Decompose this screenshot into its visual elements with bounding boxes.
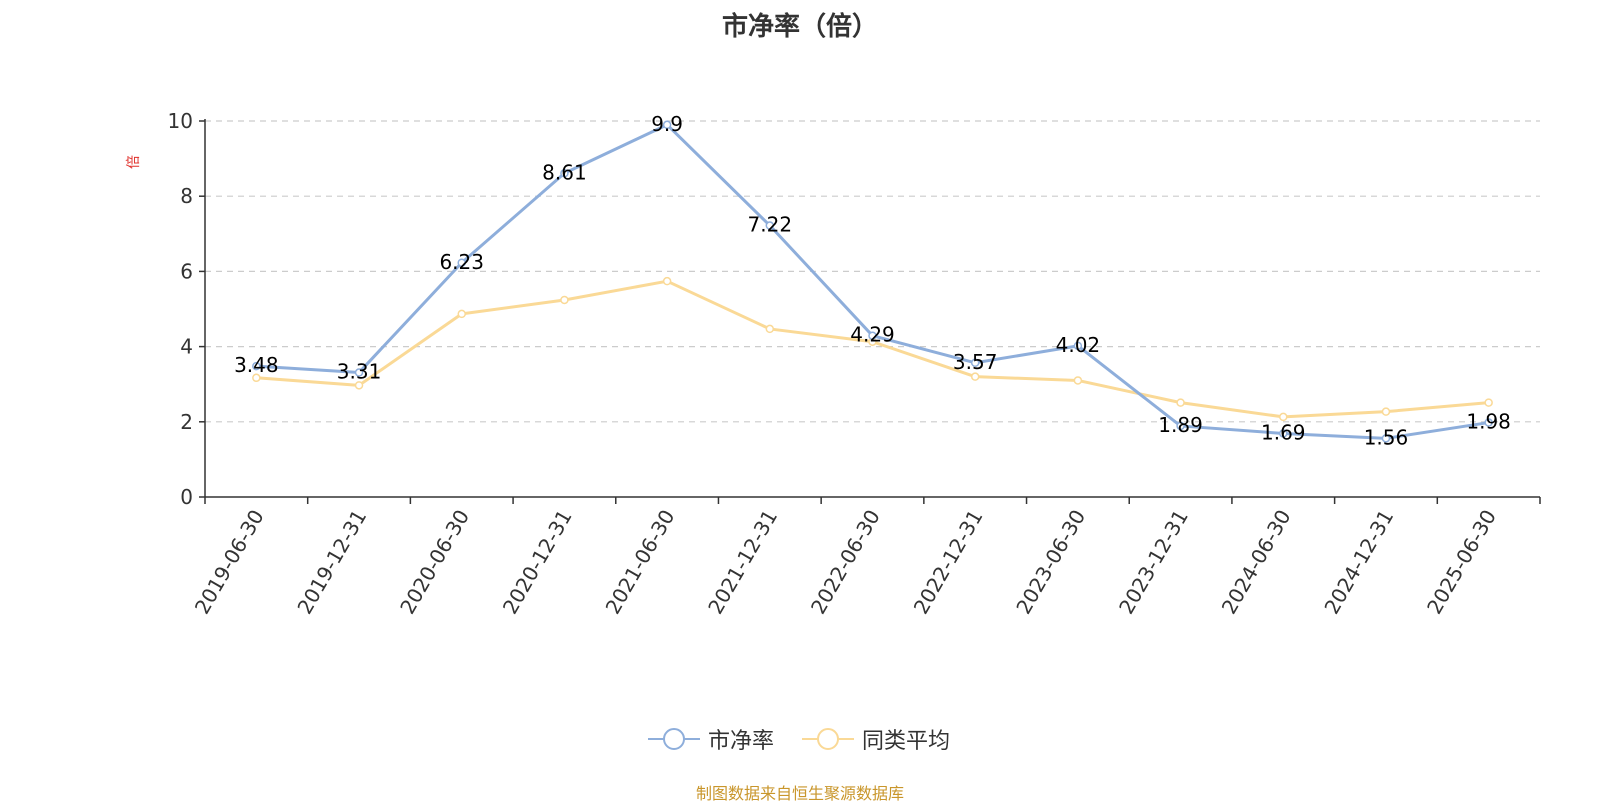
y-axis-label: 倍 <box>126 155 142 169</box>
y-tick-label: 2 <box>180 410 193 434</box>
series-lines <box>252 120 1493 443</box>
y-tick-label: 6 <box>180 259 193 283</box>
x-tick-label: 2025-06-30 <box>1422 506 1501 619</box>
x-tick-label: 2019-06-30 <box>190 506 269 619</box>
chart-title: 市净率（倍） <box>721 12 878 42</box>
data-label: 1.69 <box>1261 420 1306 444</box>
x-tick-label: 2023-12-31 <box>1114 506 1193 619</box>
series-point-1 <box>970 372 980 381</box>
data-label: 1.56 <box>1364 425 1409 449</box>
data-label: 3.31 <box>337 360 382 384</box>
y-tick-label: 10 <box>168 109 193 133</box>
series-point-1 <box>252 373 261 383</box>
series-point-0 <box>970 358 980 368</box>
series-point-0 <box>1484 418 1493 427</box>
gridlines <box>205 120 1540 423</box>
x-tick-label: 2020-06-30 <box>395 506 474 619</box>
series-point-0 <box>560 169 569 178</box>
series-point-1 <box>457 309 466 319</box>
series-line-1 <box>256 279 1489 419</box>
source-note: 制图数据来自恒生聚源数据库 <box>695 784 904 803</box>
y-tick-label: 0 <box>180 485 193 509</box>
series-point-1 <box>1279 412 1288 422</box>
series-line-0 <box>256 123 1489 440</box>
data-label: 6.23 <box>439 250 484 274</box>
series-point-1 <box>1484 398 1493 407</box>
data-label: 1.98 <box>1466 410 1511 434</box>
data-label: 9.9 <box>651 112 683 136</box>
series-point-1 <box>1073 376 1083 385</box>
data-label: 7.22 <box>748 213 793 237</box>
y-tick-label: 8 <box>180 184 193 208</box>
data-label: 3.57 <box>953 350 998 374</box>
legend-marker-pb-ratio <box>648 728 700 750</box>
series-point-0 <box>868 331 877 340</box>
x-tick-label: 2021-06-30 <box>601 506 680 619</box>
series-point-1 <box>560 295 569 305</box>
legend-label-pb-ratio: 市净率 <box>708 729 775 754</box>
series-point-1 <box>662 276 672 286</box>
series-point-1 <box>1381 407 1391 416</box>
x-tick-label: 2024-12-31 <box>1319 506 1398 619</box>
x-tick-label: 2021-12-31 <box>703 506 782 619</box>
series-point-1 <box>1176 398 1185 407</box>
y-tick-label: 4 <box>180 335 193 359</box>
legend-marker-peer-average <box>802 728 854 750</box>
series-point-0 <box>765 221 775 230</box>
x-tick-label: 2022-12-31 <box>909 506 988 619</box>
series-point-1 <box>765 324 775 334</box>
data-label: 4.29 <box>850 323 895 347</box>
series-point-0 <box>1381 434 1391 443</box>
data-labels: 3.48 3.31 6.23 8.61 9.9 7.22 4.29 3.57 4.02 1.89 1… <box>234 112 1511 450</box>
series-point-0 <box>354 368 364 377</box>
series-point-0 <box>252 361 261 371</box>
series-point-0 <box>1176 421 1185 431</box>
series-point-0 <box>662 120 672 130</box>
legend-item-peer-average[interactable]: 同类平均 <box>802 722 950 756</box>
series-point-0 <box>1279 429 1288 438</box>
series-point-1 <box>354 381 364 390</box>
x-tick-label: 2023-06-30 <box>1011 506 1090 619</box>
x-tick-label: 2020-12-31 <box>498 506 577 619</box>
data-label: 1.89 <box>1158 413 1203 437</box>
x-tick-label: 2024-06-30 <box>1217 506 1296 619</box>
series-point-0 <box>457 258 466 268</box>
data-label: 3.48 <box>234 353 279 377</box>
legend-item-pb-ratio[interactable]: 市净率 <box>648 722 774 756</box>
series-point-0 <box>1073 341 1083 351</box>
x-tick-label: 2019-12-31 <box>292 506 371 619</box>
legend-label-peer-average: 同类平均 <box>862 729 951 754</box>
data-label: 4.02 <box>1056 333 1101 357</box>
x-tick-label: 2022-06-30 <box>806 506 885 619</box>
data-label: 8.61 <box>542 160 587 184</box>
